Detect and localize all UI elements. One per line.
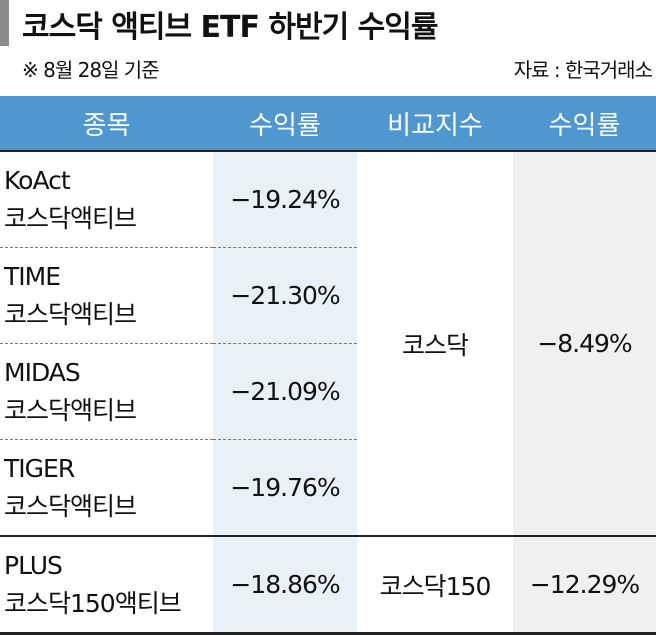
- return: −21.09%: [213, 343, 357, 440]
- column-header: 수익률: [213, 96, 357, 152]
- column-header: 비교지수: [357, 96, 513, 152]
- name: 코스닥액티브: [4, 299, 137, 329]
- title-bar: [0, 0, 9, 46]
- name: PLUS: [4, 550, 63, 580]
- index: 코스닥150: [357, 535, 513, 635]
- name-cell: PLUS 코스닥150액티브: [0, 535, 213, 635]
- name-cell: MIDAS 코스닥액티브: [0, 343, 213, 440]
- row: TIME 코스닥액티브 −21.30%: [0, 247, 656, 344]
- name-cell: TIME 코스닥액티브: [0, 247, 213, 344]
- title: 코스닥 액티브 ETF 하반기 수익률: [22, 10, 438, 45]
- return: −19.76%: [213, 439, 357, 536]
- name: MIDAS: [4, 357, 81, 387]
- source: 자료 : 한국거래소: [513, 58, 653, 82]
- return: −19.24%: [213, 151, 357, 248]
- name: 코스닥액티브: [4, 491, 137, 521]
- row: TIGER 코스닥액티브 −19.76%: [0, 439, 656, 537]
- header-row: 종목 수익률 비교지수 수익률: [0, 96, 656, 152]
- name: TIGER: [4, 453, 75, 483]
- row: MIDAS 코스닥액티브 −21.09%: [0, 343, 656, 440]
- index-return: −8.49%: [513, 151, 656, 536]
- name-cell: KoAct 코스닥액티브: [0, 151, 213, 248]
- return: −21.30%: [213, 247, 357, 344]
- column-header: 종목: [0, 96, 213, 152]
- name: KoAct: [4, 165, 71, 195]
- return: −18.86%: [213, 535, 357, 635]
- row: PLUS 코스닥150액티브 −18.86% 코스닥150 −12.29%: [0, 535, 656, 635]
- name: 코스닥150액티브: [4, 588, 182, 618]
- table: 종목 수익률 비교지수 수익률 KoAct 코스닥액티브 −19.24% 코스닥 …: [0, 96, 656, 635]
- name: 코스닥액티브: [4, 203, 137, 233]
- row: KoAct 코스닥액티브 −19.24% 코스닥 −8.49%: [0, 151, 656, 536]
- index: 코스닥: [401, 330, 469, 360]
- name: 코스닥액티브: [4, 395, 137, 425]
- column-header: 수익률: [513, 96, 656, 152]
- note: ※ 8월 28일 기준: [22, 58, 160, 82]
- index-return: −12.29%: [513, 535, 656, 635]
- name-cell: TIGER 코스닥액티브: [0, 440, 213, 537]
- name: TIME: [4, 261, 61, 291]
